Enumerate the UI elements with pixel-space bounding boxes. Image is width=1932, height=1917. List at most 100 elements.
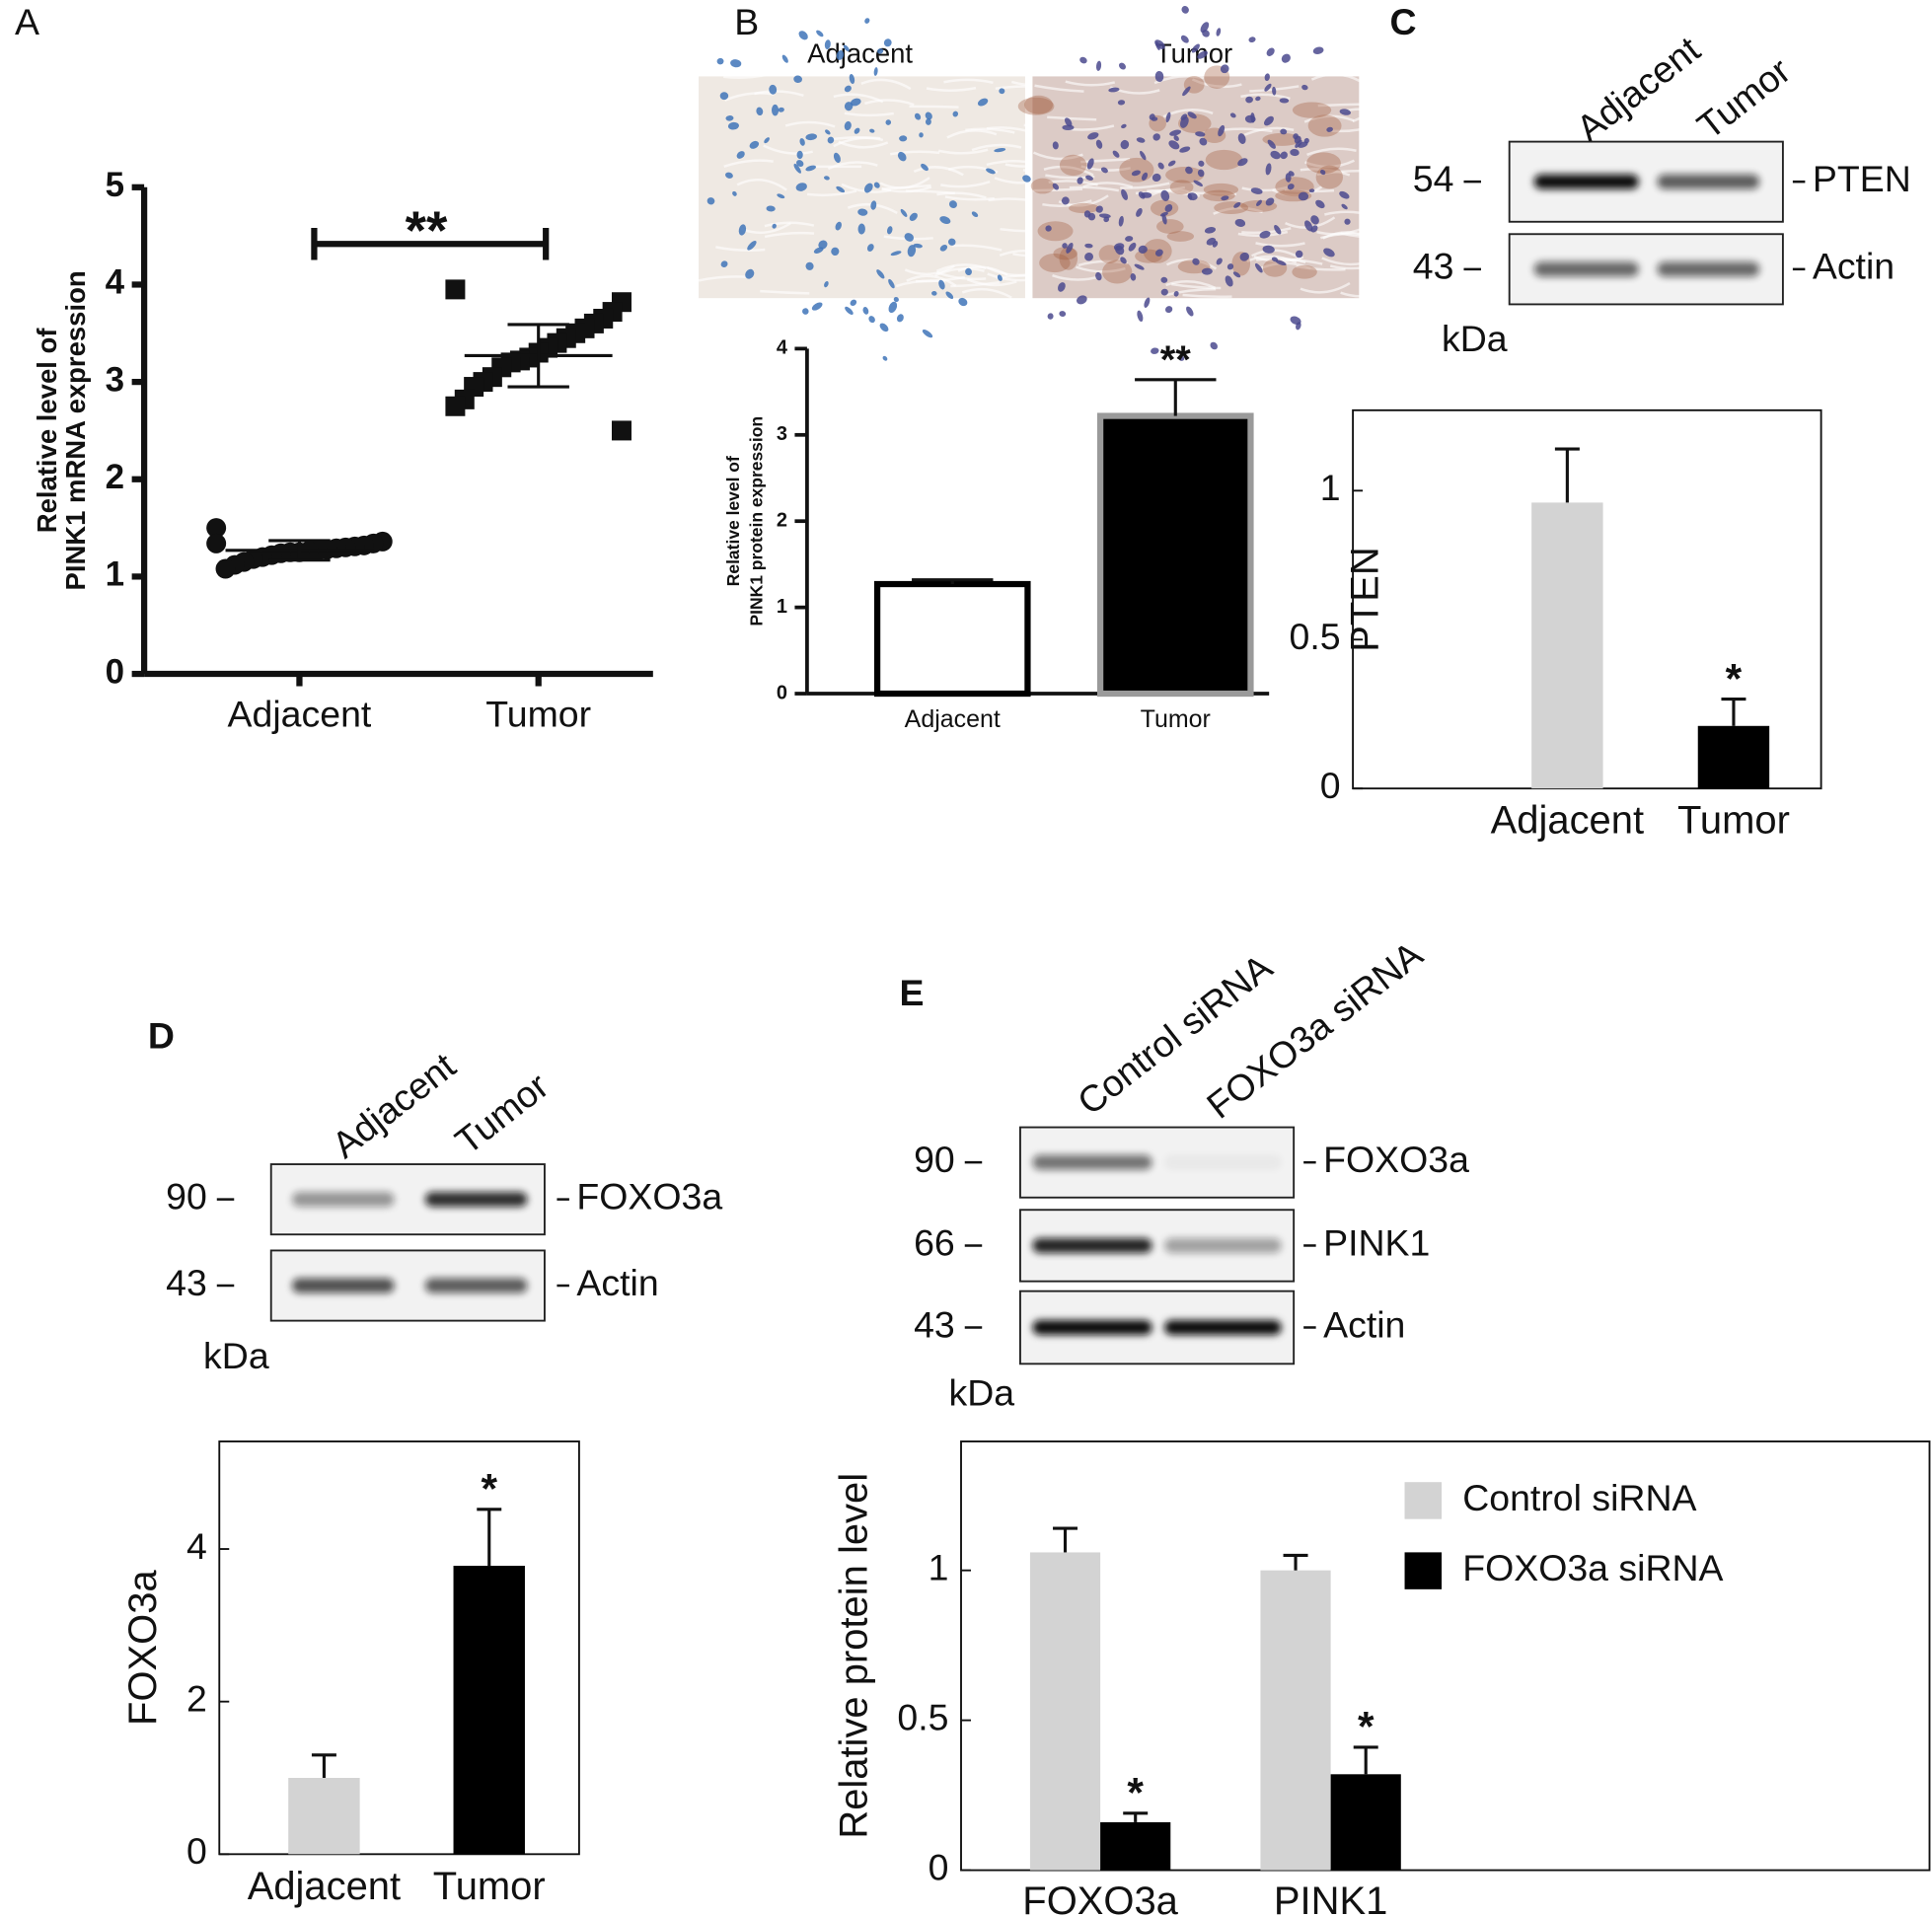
point (215, 558, 236, 579)
fiber (1260, 261, 1311, 270)
nucleus (1149, 113, 1155, 120)
x-tick-label: Tumor (1141, 705, 1211, 733)
nucleus (1152, 133, 1160, 141)
nucleus (1164, 203, 1173, 212)
x-tick-label: Adjacent (1491, 799, 1644, 843)
band (424, 1278, 528, 1293)
nucleus (1165, 111, 1171, 123)
nucleus (1274, 224, 1282, 235)
nucleus (1197, 50, 1208, 59)
stain (1156, 219, 1184, 234)
nucleus (873, 67, 878, 76)
panel-label: D (148, 1015, 175, 1057)
nucleus (1154, 249, 1163, 257)
protein-label: Actin (1813, 246, 1895, 287)
nucleus (1062, 243, 1068, 249)
fiber (1165, 287, 1217, 297)
nucleus (945, 291, 954, 299)
band (1657, 174, 1760, 189)
nucleus (1265, 163, 1272, 176)
nucleus (1061, 196, 1070, 205)
nucleus (971, 211, 979, 217)
band (1032, 1319, 1152, 1335)
panel-label: A (15, 1, 39, 42)
nucleus (857, 223, 865, 235)
point (445, 279, 466, 300)
marker-label: 90 (166, 1176, 207, 1217)
significance-label: ** (1160, 338, 1192, 382)
fiber (1042, 199, 1092, 207)
nucleus (1083, 210, 1091, 218)
nucleus (1119, 62, 1127, 70)
fiber (1240, 93, 1291, 101)
nucleus (1310, 215, 1319, 225)
nucleus (1341, 203, 1348, 210)
nucleus (899, 135, 908, 142)
nucleus (1173, 291, 1179, 297)
nucleus (1266, 47, 1275, 56)
y-axis-label: Relative protein level (832, 1473, 875, 1839)
nucleus (914, 112, 922, 120)
nucleus (799, 138, 805, 146)
nucleus (1210, 341, 1218, 350)
fiber (1182, 293, 1232, 299)
y-axis-label: PINK1 protein expression (747, 416, 767, 627)
nucleus (1197, 169, 1205, 178)
nucleus (1192, 258, 1200, 265)
nucleus (922, 330, 933, 338)
nucleus (1256, 199, 1262, 206)
nucleus (805, 133, 818, 141)
nucleus (1272, 86, 1277, 96)
nucleus (1161, 213, 1167, 225)
nucleus (1180, 35, 1189, 43)
lane-label: Tumor (447, 1065, 556, 1162)
nucleus (1301, 84, 1308, 91)
fiber (881, 185, 932, 193)
nucleus (727, 121, 739, 130)
nucleus (736, 151, 745, 159)
nucleus (986, 168, 996, 175)
nucleus (1064, 117, 1073, 127)
fiber (1272, 185, 1323, 197)
panel-label: B (734, 1, 759, 42)
nucleus (1100, 167, 1108, 174)
nucleus (1271, 257, 1279, 262)
blot-row: 43 Actin (1413, 233, 1895, 306)
nucleus (1138, 245, 1148, 254)
nucleus (1186, 306, 1194, 317)
nucleus (1298, 191, 1309, 201)
protein-label: FOXO3a (576, 1176, 722, 1217)
nucleus (1160, 288, 1168, 296)
y-tick-label: 4 (106, 263, 125, 302)
nucleus (1229, 112, 1236, 118)
nucleus (1281, 53, 1291, 63)
nucleus (1117, 100, 1126, 106)
fiber (760, 289, 810, 295)
nucleus (802, 308, 809, 315)
nucleus (921, 163, 929, 172)
error-bar (1135, 378, 1217, 416)
nucleus (1066, 242, 1074, 254)
nucleus (1226, 263, 1234, 270)
stain (1069, 202, 1099, 214)
nucleus (1225, 275, 1233, 287)
nucleus (1264, 83, 1272, 92)
band (1032, 1237, 1152, 1253)
panel-label: C (1390, 1, 1417, 42)
nucleus (805, 261, 814, 270)
nucleus (904, 233, 915, 242)
nucleus (1198, 160, 1205, 167)
band (1657, 261, 1760, 277)
fiber (986, 265, 1037, 277)
nucleus (1296, 322, 1301, 331)
fiber (715, 246, 766, 253)
nucleus (1121, 188, 1128, 200)
nucleus (919, 132, 924, 138)
significance-label: * (1726, 655, 1743, 701)
y-tick-label: 1 (106, 555, 124, 594)
y-tick-label: 0.5 (1290, 616, 1341, 657)
nucleus (1136, 207, 1143, 217)
nucleus (850, 299, 857, 307)
band (1164, 1237, 1282, 1253)
